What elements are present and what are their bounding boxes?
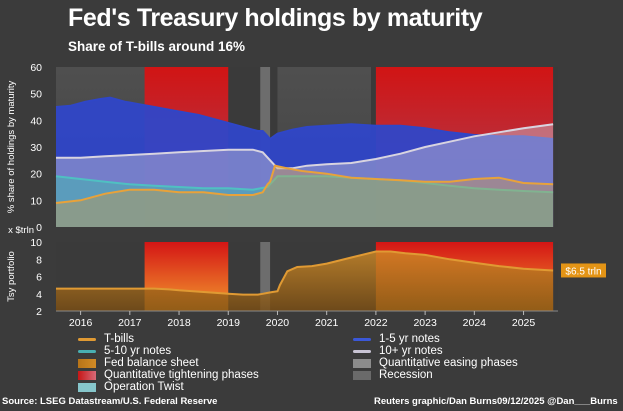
credit-note: Reuters graphic/Dan Burns09/12/2025 @Dan… — [374, 396, 618, 407]
y-tick-label-bottom: 6 — [36, 272, 42, 284]
y-axis-title-bottom: Tsy portfolio — [6, 251, 17, 302]
legend-label: Quantitative tightening phases — [104, 369, 259, 381]
line-1-5-yr-notes — [55, 96, 554, 141]
page-title: Fed's Treasury holdings by maturity — [68, 4, 483, 32]
y-tick-label-top: 30 — [30, 142, 42, 154]
y-tick-label-bottom: 2 — [36, 306, 42, 318]
legend-swatch-qe — [353, 358, 371, 368]
end-label: $6.5 trln — [565, 266, 601, 277]
y-tick-label-bottom: 10 — [30, 237, 42, 249]
line-fed-balance-sheet — [56, 250, 554, 296]
legend-label: Operation Twist — [104, 381, 184, 393]
y-tick-label-top: 60 — [30, 62, 42, 74]
legend-swatch-tbills — [78, 337, 96, 341]
legend-item-qt: Quantitative tightening phases — [78, 369, 259, 381]
x-tick-label: 2024 — [463, 317, 487, 329]
y-tick-label-bottom: 4 — [36, 289, 42, 301]
area-5-10-yr-notes — [56, 176, 554, 227]
legend-item-twist: Operation Twist — [78, 381, 184, 393]
legend-item-notes510: 5-10 yr notes — [78, 345, 171, 357]
line-5-10-yr-notes — [55, 175, 554, 194]
x-tick-label: 2018 — [167, 317, 191, 329]
y-axis-title-top: % share of holdings by maturity — [6, 80, 17, 213]
shade-bottom-recession — [260, 242, 271, 311]
x-tick-label: 2017 — [118, 317, 142, 329]
legend-label: 10+ yr notes — [379, 345, 443, 357]
y-tick-label-top: 0 — [36, 222, 42, 234]
end-label-box — [561, 263, 606, 278]
chart-subtitle: Share of T-bills around 16% — [68, 39, 246, 54]
y-tick-label-bottom: 8 — [36, 254, 42, 266]
legend-swatch-balance-sheet — [78, 358, 96, 368]
legend: T-bills 5-10 yr notes Fed balance sheet … — [78, 333, 558, 393]
legend-item-notes15: 1-5 yr notes — [353, 333, 440, 345]
x-tick-label: 2019 — [217, 317, 241, 329]
legend-item-tbills: T-bills — [78, 333, 134, 345]
top-panel: 0 10 20 30 40 50 60 % share of holdings by matu… — [6, 62, 558, 234]
legend-item-recession: Recession — [353, 369, 433, 381]
line-t-bills — [55, 164, 554, 204]
legend-label: Quantitative easing phases — [379, 357, 518, 369]
legend-item-balance-sheet: Fed balance sheet — [78, 357, 199, 369]
bottom-panel: 2 4 6 8 10x $trln Tsy portfolio $6.5 trln 2016 2… — [6, 225, 606, 329]
legend-swatch-notes10 — [353, 349, 371, 353]
x-tick-label: 2016 — [69, 317, 93, 329]
y-tick-label-top: 20 — [30, 169, 42, 181]
legend-label: Fed balance sheet — [104, 357, 199, 369]
legend-swatch-recession — [353, 370, 371, 380]
legend-label: 1-5 yr notes — [379, 333, 440, 345]
area-fed-balance-sheet — [56, 251, 554, 311]
legend-label: T-bills — [104, 333, 135, 345]
legend-swatch-qt — [78, 370, 96, 380]
area-t-bills — [56, 165, 554, 227]
legend-item-qe: Quantitative easing phases — [353, 357, 518, 369]
y-tick-label-top: 10 — [30, 195, 42, 207]
y-tick-label-top: 40 — [30, 115, 42, 127]
x-tick-label: 2025 — [512, 317, 536, 329]
x-tick-label: 2023 — [413, 317, 437, 329]
legend-label: 5-10 yr notes — [104, 345, 172, 357]
legend-swatch-notes15 — [353, 337, 371, 341]
legend-label: Recession — [379, 369, 433, 381]
x-tick-label: 2020 — [266, 317, 290, 329]
y-tick-label-top: 50 — [30, 89, 42, 101]
legend-swatch-twist — [78, 382, 96, 392]
legend-swatch-notes510 — [78, 349, 96, 353]
source-note: Source: LSEG Datastream/U.S. Federal Res… — [2, 396, 218, 407]
x-tick-label: 2022 — [364, 317, 388, 329]
x-tick-label: 2021 — [315, 317, 339, 329]
unit-label: x $trln — [8, 225, 34, 236]
legend-item-notes10: 10+ yr notes — [353, 345, 443, 357]
